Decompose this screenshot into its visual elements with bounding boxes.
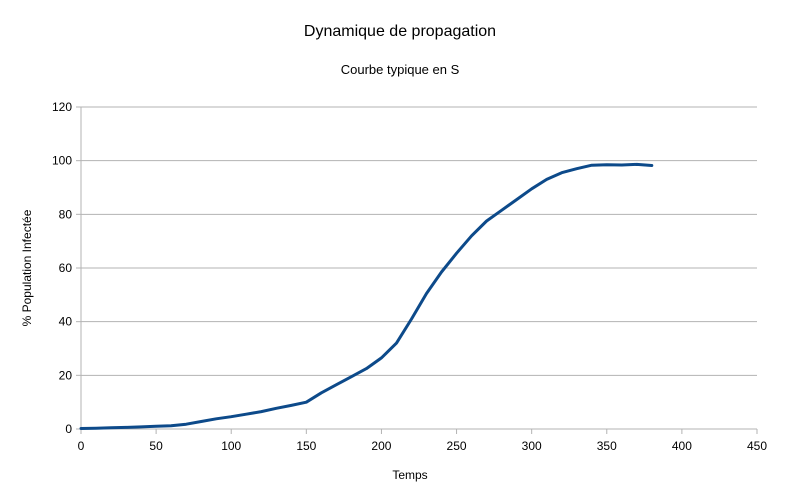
y-tick-label: 120: [52, 100, 72, 114]
tick-labels: 0 20 40 60 80 100 120 0 50 100 150 200 250 300 350 400 4…: [52, 100, 767, 453]
x-tick-label: 0: [78, 439, 85, 453]
y-tick-label: 100: [52, 154, 72, 168]
axes: [76, 106, 758, 434]
x-tick-label: 50: [149, 439, 163, 453]
y-tick-label: 20: [59, 368, 73, 382]
y-tick-label: 80: [59, 207, 73, 221]
y-tick-label: 40: [59, 315, 73, 329]
x-tick-label: 100: [221, 439, 241, 453]
y-tick-label: 60: [59, 261, 73, 275]
x-tick-label: 300: [522, 439, 542, 453]
series-line: [79, 162, 654, 430]
x-tick-label: 450: [747, 439, 767, 453]
grid: [81, 106, 757, 430]
chart-subtitle: Courbe typique en S: [341, 62, 460, 77]
series-layer: [79, 162, 654, 430]
x-axis-label: Temps: [392, 468, 427, 482]
x-tick-label: 400: [672, 439, 692, 453]
x-tick-label: 150: [296, 439, 316, 453]
x-tick-label: 250: [447, 439, 467, 453]
x-tick-label: 200: [371, 439, 391, 453]
y-tick-label: 0: [65, 422, 72, 436]
chart-title: Dynamique de propagation: [304, 23, 496, 40]
y-axis-label: % Population Infectée: [20, 209, 34, 326]
x-tick-label: 350: [597, 439, 617, 453]
